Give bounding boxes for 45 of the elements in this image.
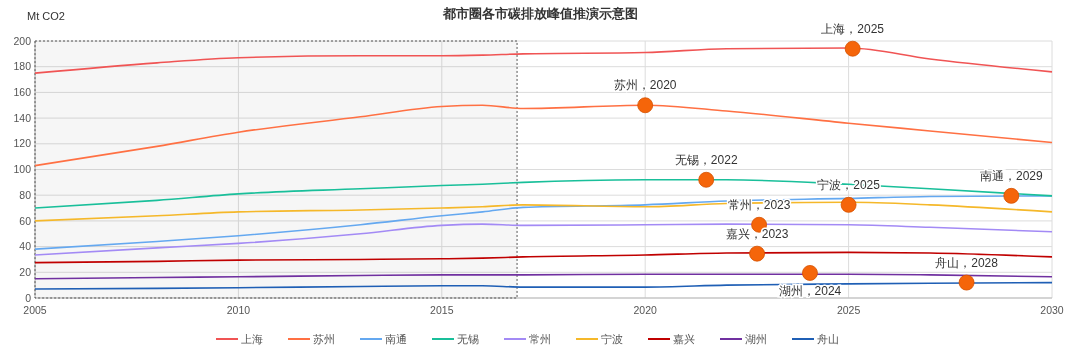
y-tick-label: 180	[13, 60, 32, 73]
y-tick-label: 160	[13, 86, 32, 99]
x-tick-label: 2030	[1040, 304, 1064, 316]
y-tick-label: 140	[13, 111, 32, 124]
point	[749, 245, 765, 262]
point	[802, 265, 818, 281]
line-series	[34, 223, 1053, 256]
x-tick-label: 2020	[633, 304, 658, 316]
y-tick-label: 100	[13, 163, 32, 176]
y-tick-label: 0	[25, 291, 32, 304]
x-tick-label: 2025	[836, 304, 861, 316]
legend-label: 南通	[385, 332, 407, 345]
x-tick-label: 2010	[226, 304, 251, 316]
annotation: 上海，2025	[821, 21, 885, 36]
y-tick-label: 80	[19, 188, 32, 201]
annotation: 舟山，2028	[935, 255, 999, 270]
point	[698, 171, 715, 188]
annotation: 南通，2029	[979, 168, 1043, 183]
legend-label: 无锡	[457, 332, 479, 345]
point	[844, 40, 861, 57]
y-tick-label: 120	[13, 137, 32, 150]
point	[1003, 187, 1020, 204]
point	[958, 274, 975, 291]
legend-label: 常州	[529, 332, 551, 345]
x-tick-label: 2015	[430, 304, 454, 316]
annotation: 无锡，2022	[674, 152, 738, 167]
y-tick-label: 60	[19, 214, 32, 227]
legend-label: 宁波	[601, 332, 623, 345]
chart-title: 都市圈各市碳排放峰值推演示意图	[441, 6, 638, 21]
legend-label: 湖州	[745, 332, 767, 345]
point	[840, 196, 857, 213]
x-tick-label: 2005	[23, 304, 47, 316]
legend-label: 舟山	[817, 332, 839, 345]
legend-label: 苏州	[313, 332, 335, 345]
y-tick-label: 40	[19, 240, 32, 253]
annotation: 苏州，2020	[613, 78, 677, 93]
annotation: 湖州，2024	[778, 283, 842, 298]
legend-label: 嘉兴	[673, 332, 695, 345]
annotation: 嘉兴，2023	[725, 226, 789, 241]
point	[637, 97, 654, 114]
y-tick-label: 200	[13, 34, 32, 47]
y-axis-title: Mt CO2	[27, 10, 65, 22]
y-tick-label: 20	[19, 265, 32, 278]
legend-label: 上海	[241, 332, 263, 345]
line-series	[34, 195, 1053, 250]
